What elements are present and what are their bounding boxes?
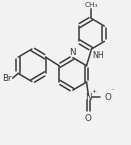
Text: NH: NH: [92, 51, 103, 60]
Text: ⁻: ⁻: [111, 88, 114, 94]
Text: CH₃: CH₃: [85, 2, 98, 8]
Text: O: O: [104, 93, 111, 102]
Text: N: N: [85, 93, 92, 102]
Text: Br: Br: [2, 74, 12, 83]
Text: +: +: [92, 89, 97, 94]
Text: N: N: [70, 48, 76, 57]
Text: O: O: [85, 114, 92, 124]
